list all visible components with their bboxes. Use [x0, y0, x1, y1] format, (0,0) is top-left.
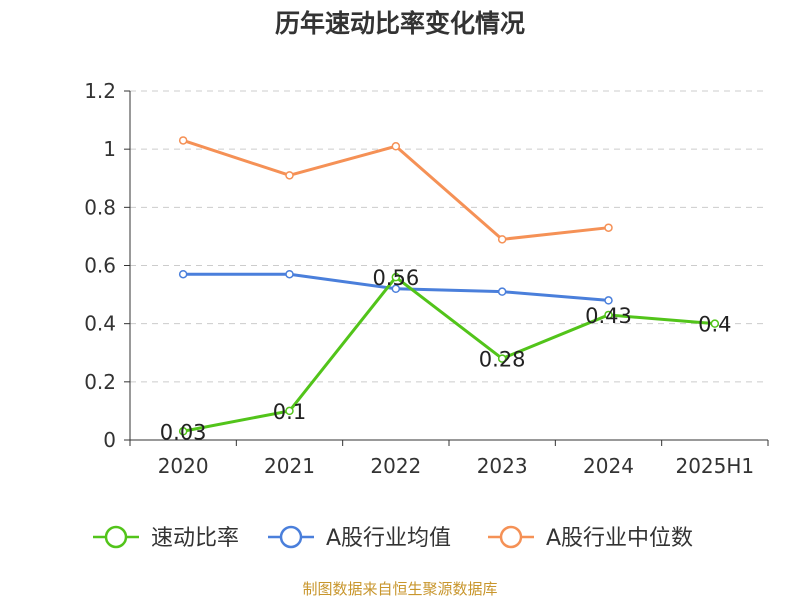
data-point-0 — [391, 272, 401, 282]
y-tick-label: 0.2 — [84, 370, 116, 394]
x-tick-label: 2024 — [583, 454, 634, 478]
data-point-2 — [497, 235, 507, 244]
x-tick-label: 2020 — [158, 454, 209, 478]
data-point-2 — [604, 223, 613, 232]
legend-marker-1 — [279, 525, 303, 549]
series-line-0 — [182, 275, 715, 433]
legend-label-1: A股行业均值 — [326, 526, 451, 551]
y-tick-label: 1.2 — [84, 79, 116, 103]
series-line-2 — [182, 139, 609, 241]
data-point-1 — [391, 284, 401, 294]
source-text: 制图数据来自恒生聚源数据库 — [302, 580, 498, 598]
y-tick-label: 0.8 — [84, 195, 116, 219]
data-label: 0.4 — [698, 313, 731, 337]
x-tick-label: 2025H1 — [675, 454, 754, 478]
data-label: 0.28 — [479, 348, 526, 372]
data-point-2 — [285, 171, 294, 180]
data-point-0 — [604, 310, 613, 320]
data-label: 0.1 — [273, 400, 306, 424]
data-label: 0.56 — [372, 266, 419, 290]
data-point-1 — [604, 296, 613, 305]
chart-title: 历年速动比率变化情况 — [274, 9, 525, 38]
legend-marker-2 — [499, 525, 523, 549]
data-label: 0.43 — [585, 304, 632, 328]
data-point-2 — [391, 142, 401, 151]
data-label: 0.03 — [160, 420, 207, 444]
data-point-0 — [497, 354, 507, 363]
y-tick-label: 1 — [103, 137, 116, 161]
legend-label-2: A股行业中位数 — [546, 526, 693, 551]
data-point-0 — [710, 319, 720, 328]
data-point-1 — [497, 287, 507, 296]
x-tick-label: 2022 — [370, 454, 421, 478]
x-tick-label: 2021 — [264, 454, 315, 478]
data-point-0 — [285, 406, 294, 416]
y-tick-label: 0 — [103, 428, 116, 452]
y-tick-label: 0.4 — [84, 312, 116, 336]
x-tick-label: 2023 — [477, 454, 528, 478]
data-point-1 — [178, 269, 188, 279]
legend-marker-0 — [104, 525, 128, 549]
data-point-2 — [178, 136, 188, 145]
y-tick-label: 0.6 — [84, 254, 116, 278]
legend-label-0: 速动比率 — [151, 526, 239, 551]
data-point-1 — [285, 269, 294, 279]
data-point-0 — [178, 427, 188, 436]
